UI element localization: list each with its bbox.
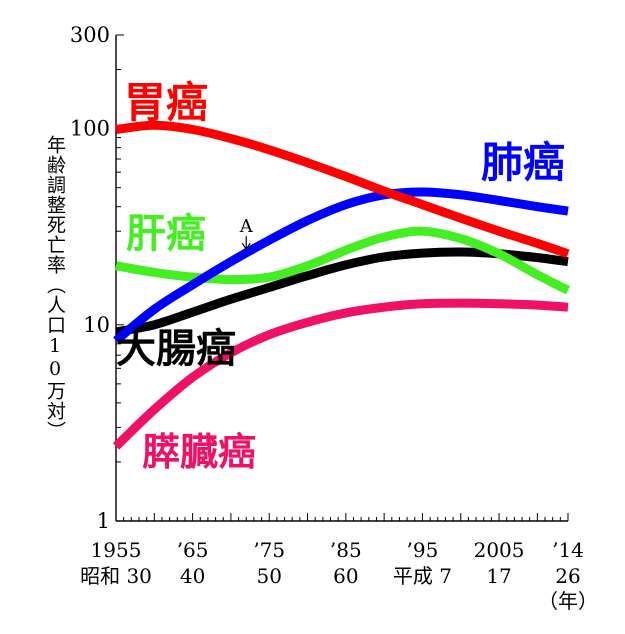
y-tick-label: 300 — [70, 23, 110, 47]
series-lines — [112, 120, 571, 450]
annotation-a: A — [239, 216, 254, 237]
x-tick-label-era: 17 — [486, 564, 511, 588]
x-tick-label-era: 40 — [180, 564, 205, 588]
series-line-pancreas — [112, 298, 569, 450]
x-tick-label-era: 平成 7 — [393, 564, 452, 588]
x-tick-label: ’14 — [552, 538, 584, 562]
series-label-lung: 肺癌 — [481, 138, 565, 187]
series-label-stomach: 胃癌 — [124, 78, 208, 127]
x-tick-label: ’75 — [253, 538, 285, 562]
series-line-liver — [115, 226, 571, 295]
x-tick-label-era: 26 — [555, 564, 580, 588]
series-label-colorectal: 大腸癌 — [116, 326, 236, 372]
y-tick-label: 1 — [97, 509, 110, 533]
series-label-pancreas: 膵臓癌 — [142, 430, 256, 474]
series-line-lung — [113, 187, 569, 345]
x-tick-label: 1955 — [91, 538, 142, 562]
x-tick-label: ’95 — [407, 538, 439, 562]
annotation-arrowhead — [241, 242, 251, 251]
x-tick-label-era: 50 — [256, 564, 281, 588]
series-label-liver: 肝癌 — [126, 211, 206, 257]
y-tick-label: 10 — [83, 313, 110, 337]
series-line-stomach — [115, 120, 570, 259]
x-tick-label-era: 昭和 30 — [80, 564, 152, 588]
x-tick-label: ’65 — [177, 538, 209, 562]
x-tick-label: ’85 — [330, 538, 362, 562]
x-tick-label-era: 60 — [333, 564, 358, 588]
y-tick-label: 100 — [70, 117, 110, 141]
x-unit-label: （年） — [538, 589, 598, 613]
x-tick-label: 2005 — [474, 538, 525, 562]
y-axis-label: 年齢調整死亡率（人口10万対） — [44, 135, 66, 441]
